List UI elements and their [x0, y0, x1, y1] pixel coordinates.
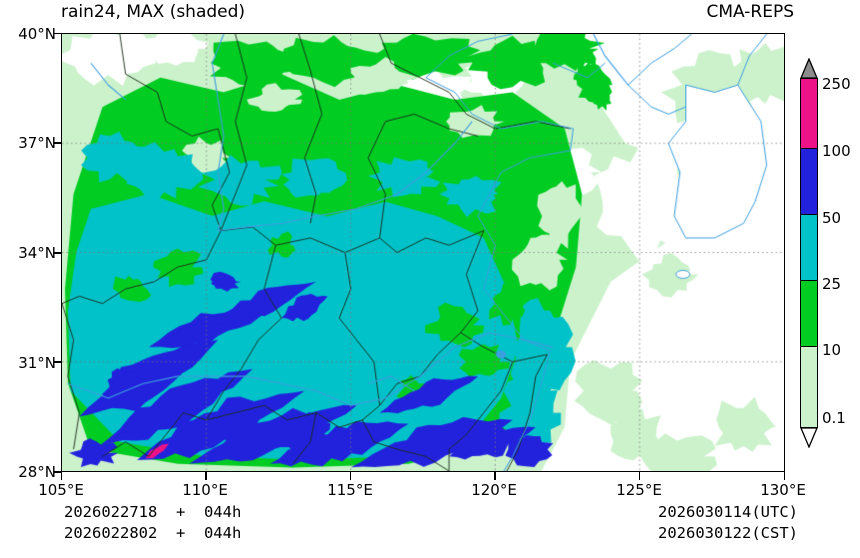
colorbar-tick-25: 25	[822, 275, 842, 293]
x-axis-label-1: 110°E	[182, 481, 228, 499]
colorbar-tick-100: 100	[822, 142, 851, 160]
y-axis-tick-1	[54, 142, 62, 144]
colorbar-segment-100-250	[801, 79, 817, 149]
x-axis-label-4: 125°E	[616, 481, 662, 499]
footer-init-time-cst: 2026022802 + 044h	[64, 524, 242, 542]
x-axis-tick-3	[494, 472, 496, 480]
y-axis-tick-4	[54, 471, 62, 473]
y-axis-label-3: 31°N	[18, 354, 56, 372]
x-axis-label-2: 115°E	[327, 481, 373, 499]
x-axis-label-5: 130°E	[760, 481, 806, 499]
y-axis-tick-2	[54, 252, 62, 254]
x-axis-tick-2	[349, 472, 351, 480]
footer-init-time-utc: 2026022718 + 044h	[64, 503, 242, 521]
colorbar-tick-50: 50	[822, 209, 842, 227]
x-axis-label-3: 120°E	[471, 481, 517, 499]
colorbar-segment-0.1-10	[801, 346, 817, 427]
colorbar-tick-0.1: 0.1	[822, 409, 846, 427]
colorbar-under-arrow-icon	[800, 427, 818, 448]
footer-valid-time-utc: 2026030114(UTC)	[658, 503, 798, 521]
colorbar-segment-10-25	[801, 280, 817, 347]
y-axis-label-2: 34°N	[18, 244, 56, 262]
colorbar[interactable]	[800, 78, 818, 428]
footer-valid-time-cst: 2026030122(CST)	[658, 524, 798, 542]
precipitation-shaded-field	[62, 34, 784, 471]
map-plot-area[interactable]	[61, 33, 785, 472]
y-axis-tick-3	[54, 361, 62, 363]
colorbar-segment-50-100	[801, 148, 817, 215]
colorbar-tick-10: 10	[822, 341, 842, 359]
y-axis-tick-0	[54, 32, 62, 34]
colorbar-segment-25-50	[801, 214, 817, 281]
x-axis-tick-0	[60, 472, 62, 480]
page-title: rain24, MAX (shaded)	[61, 2, 246, 22]
colorbar-over-arrow-icon	[800, 58, 818, 79]
colorbar-tick-250: 250	[822, 75, 851, 93]
x-axis-label-0: 105°E	[38, 481, 84, 499]
y-axis-label-4: 28°N	[18, 463, 56, 481]
y-axis-label-0: 40°N	[18, 25, 56, 43]
x-axis-tick-1	[205, 472, 207, 480]
x-axis-tick-5	[783, 472, 785, 480]
y-axis-label-1: 37°N	[18, 134, 56, 152]
model-label: CMA-REPS	[706, 2, 794, 22]
x-axis-tick-4	[638, 472, 640, 480]
